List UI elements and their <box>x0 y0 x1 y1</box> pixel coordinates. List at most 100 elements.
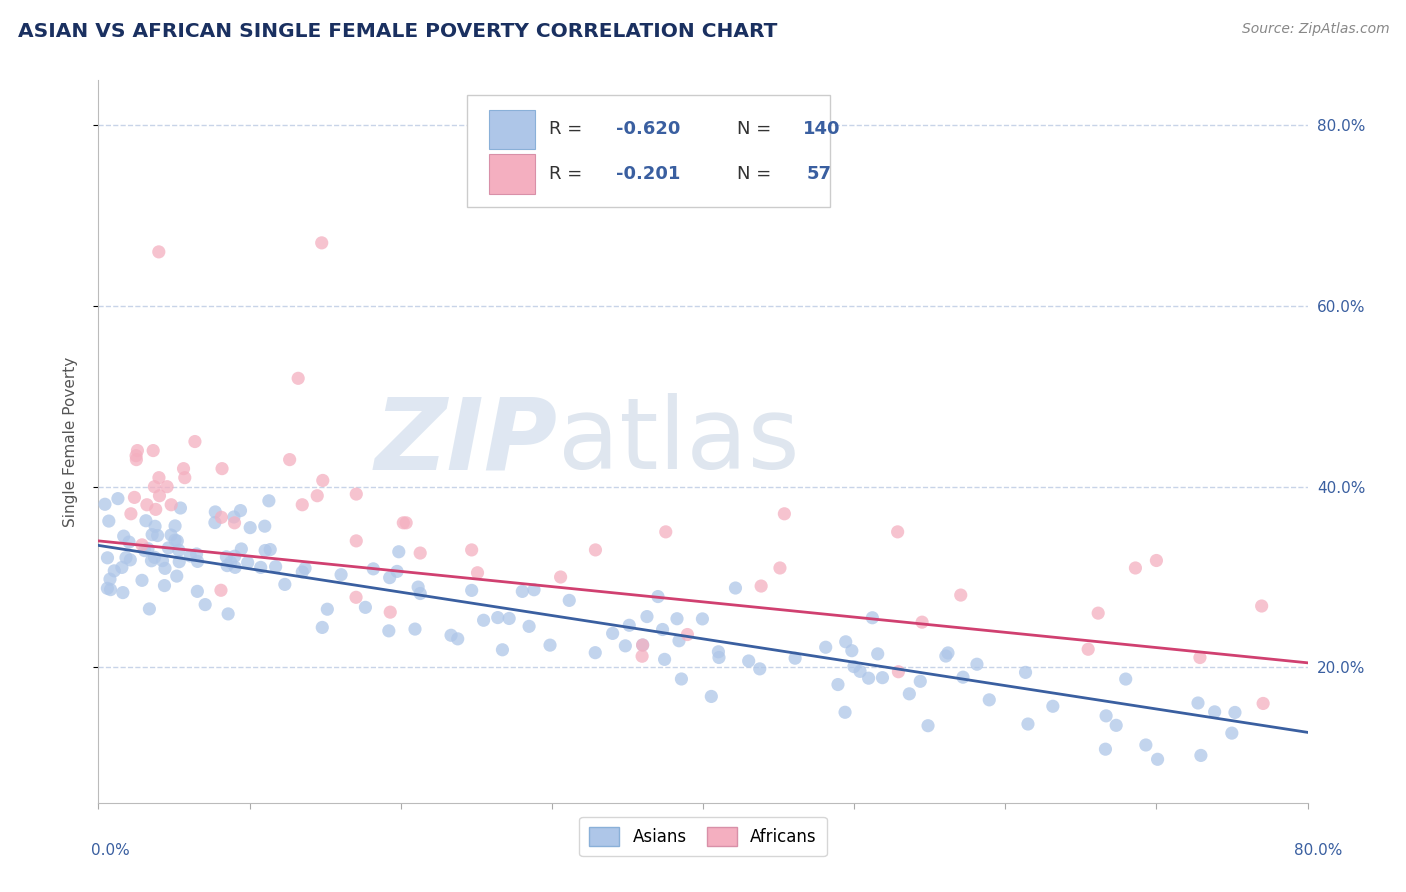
Point <box>194 598 217 612</box>
Point <box>294 561 316 575</box>
Point <box>700 690 723 704</box>
Point <box>111 560 134 574</box>
Point <box>115 550 138 565</box>
Point <box>103 564 125 578</box>
Point <box>186 547 208 561</box>
Point <box>1105 718 1128 732</box>
Point <box>1125 561 1147 575</box>
Point <box>118 535 141 549</box>
Point <box>354 600 377 615</box>
Point <box>510 584 533 599</box>
Point <box>1014 665 1036 680</box>
Point <box>583 646 606 660</box>
FancyBboxPatch shape <box>489 110 534 149</box>
Point <box>1251 697 1274 711</box>
Point <box>166 569 188 583</box>
Point <box>239 521 262 535</box>
Point <box>917 719 939 733</box>
Point <box>148 244 170 259</box>
Point <box>404 622 426 636</box>
Point <box>517 619 540 633</box>
Point <box>153 578 176 592</box>
Point <box>253 519 276 533</box>
Point <box>1135 738 1157 752</box>
Point <box>204 516 226 530</box>
Point <box>166 533 188 548</box>
Point <box>134 543 156 558</box>
Point <box>143 480 166 494</box>
Point <box>152 554 174 568</box>
Point <box>380 605 402 619</box>
Point <box>467 566 489 580</box>
Text: Source: ZipAtlas.com: Source: ZipAtlas.com <box>1241 22 1389 37</box>
Point <box>173 471 195 485</box>
Point <box>1250 599 1272 613</box>
Point <box>274 577 297 591</box>
Point <box>148 489 170 503</box>
Point <box>910 674 932 689</box>
Point <box>186 584 208 599</box>
Point <box>550 570 572 584</box>
Point <box>1094 742 1116 756</box>
Point <box>316 602 339 616</box>
Point <box>952 670 974 684</box>
Point <box>842 659 865 673</box>
Point <box>1189 748 1212 763</box>
Point <box>979 693 1001 707</box>
Point <box>224 549 246 564</box>
Point <box>886 524 908 539</box>
Point <box>911 615 934 630</box>
FancyBboxPatch shape <box>489 154 534 194</box>
Point <box>631 649 654 664</box>
Point <box>120 507 142 521</box>
Point <box>125 452 148 467</box>
Point <box>259 542 281 557</box>
Point <box>291 565 314 579</box>
Point <box>538 638 561 652</box>
Point <box>558 593 581 607</box>
Point <box>97 514 120 528</box>
Point <box>614 639 637 653</box>
Point <box>378 571 401 585</box>
Point <box>1187 696 1209 710</box>
Point <box>486 610 509 624</box>
Point <box>311 235 333 250</box>
Point <box>936 646 959 660</box>
Text: 80.0%: 80.0% <box>1295 843 1343 858</box>
Point <box>602 626 624 640</box>
Text: N =: N = <box>737 120 778 138</box>
Point <box>330 567 353 582</box>
Point <box>619 618 641 632</box>
Point <box>204 505 226 519</box>
Point <box>749 579 772 593</box>
Text: -0.201: -0.201 <box>616 165 681 183</box>
Point <box>179 549 201 563</box>
Point <box>1144 553 1167 567</box>
Point <box>257 493 280 508</box>
Point <box>1042 699 1064 714</box>
Point <box>1087 606 1109 620</box>
Point <box>146 528 169 542</box>
Point <box>378 624 401 638</box>
Point <box>231 541 253 556</box>
Legend: Asians, Africans: Asians, Africans <box>579 817 827 856</box>
Point <box>311 620 333 634</box>
Point <box>773 507 796 521</box>
Point <box>860 611 883 625</box>
Point <box>866 647 889 661</box>
Point <box>1204 705 1226 719</box>
Point <box>344 487 367 501</box>
Point <box>138 602 160 616</box>
Point <box>209 510 232 524</box>
Text: 0.0%: 0.0% <box>91 843 131 858</box>
Point <box>388 545 411 559</box>
Point <box>100 582 122 597</box>
Point <box>222 510 245 524</box>
Point <box>131 574 153 588</box>
Point <box>131 538 153 552</box>
Point <box>224 516 246 530</box>
Point <box>814 640 837 655</box>
Point <box>156 480 179 494</box>
Point <box>392 516 415 530</box>
Point <box>1017 717 1039 731</box>
